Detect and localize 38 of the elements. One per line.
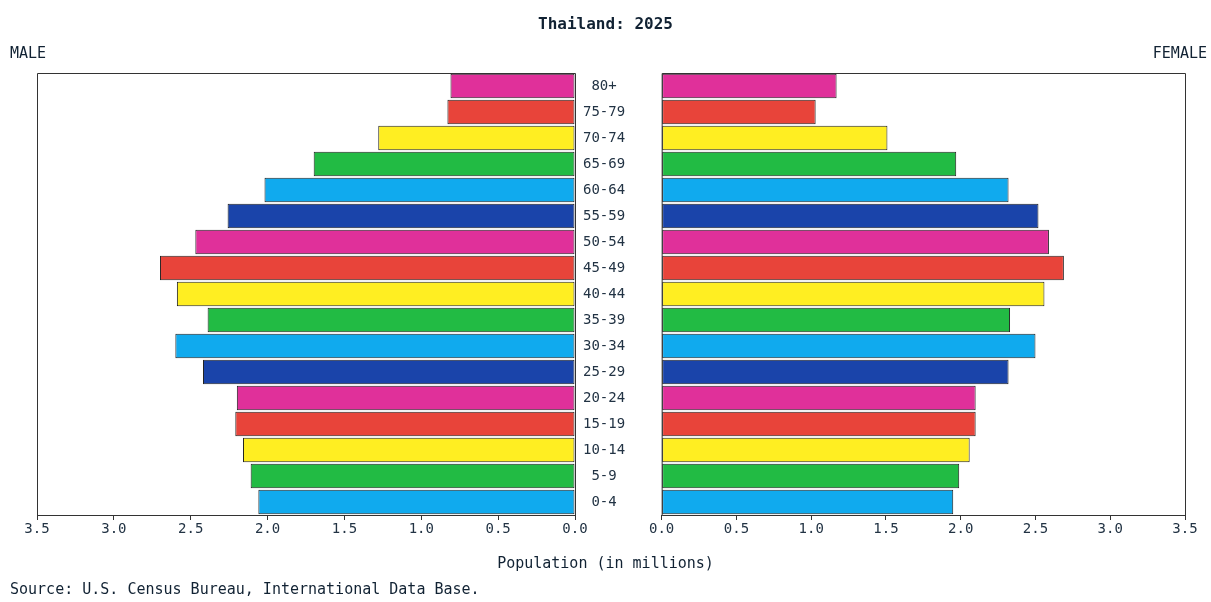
chart-subtitle: MALE — [10, 44, 47, 62]
x-tick-label: 1.0 — [408, 520, 434, 537]
x-axis-title: Population (in millions) — [496, 554, 715, 572]
x-tick-label: 0.0 — [562, 520, 588, 537]
y-tick-label: 40-44 — [582, 284, 626, 301]
x-tick-label: 3.0 — [101, 520, 127, 537]
y-tick-label: 25-29 — [582, 362, 626, 379]
y-tick-label: 50-54 — [582, 232, 626, 249]
y-tick-label: 55-59 — [582, 206, 626, 223]
y-tick-label: 60-64 — [582, 180, 626, 197]
x-tick-label: 0.0 — [648, 520, 675, 537]
x-tick-label: 1.0 — [798, 520, 824, 537]
x-tick-label: 2.5 — [1022, 520, 1049, 537]
x-tick-label: 2.0 — [948, 520, 974, 537]
y-tick-label: 45-49 — [582, 258, 626, 275]
y-tick-label: 0-4 — [591, 492, 617, 509]
y-tick-label: 70-74 — [582, 128, 626, 145]
x-tick-label: 2.0 — [254, 520, 281, 537]
x-tick-label: 2.5 — [178, 520, 204, 537]
y-tick-label: 75-79 — [582, 102, 626, 119]
y-tick-label: 20-24 — [582, 388, 626, 405]
chart-subtitle: FEMALE — [1152, 44, 1207, 62]
x-tick-label: 3.0 — [1097, 520, 1123, 537]
y-tick-label: 80+ — [591, 76, 617, 93]
x-tick-label: 1.5 — [331, 520, 358, 537]
x-tick-label: 0.5 — [723, 520, 750, 537]
y-tick-label: 10-14 — [582, 440, 626, 457]
y-tick-label: 35-39 — [582, 310, 626, 327]
source-note: Source: U.S. Census Bureau, International Data Base. — [10, 580, 480, 598]
y-tick-label: 65-69 — [582, 154, 626, 171]
x-tick-label: 3.5 — [1172, 520, 1198, 537]
y-tick-label: 30-34 — [582, 336, 626, 353]
x-tick-label: 3.5 — [24, 520, 50, 537]
x-tick-label: 0.5 — [485, 520, 511, 537]
x-tick-label: 1.5 — [873, 520, 899, 537]
y-tick-label: 5-9 — [591, 466, 617, 483]
chart-title: Thailand: 2025 — [537, 14, 674, 33]
y-tick-label: 15-19 — [582, 414, 626, 431]
